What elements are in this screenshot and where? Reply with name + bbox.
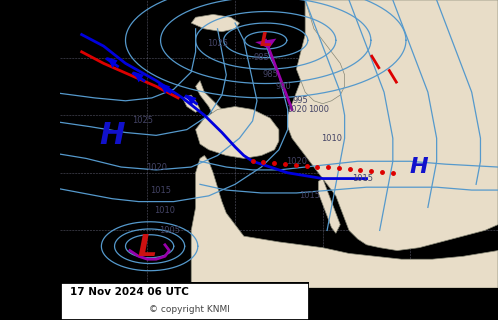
Polygon shape — [196, 107, 279, 158]
Polygon shape — [107, 57, 118, 68]
Text: 995: 995 — [293, 96, 309, 105]
Text: L: L — [259, 31, 272, 50]
Polygon shape — [288, 0, 498, 251]
Text: 985: 985 — [262, 70, 278, 79]
Text: 1020: 1020 — [146, 163, 167, 172]
Text: 1010: 1010 — [154, 206, 175, 215]
FancyBboxPatch shape — [60, 282, 309, 320]
Text: 1015: 1015 — [352, 174, 373, 183]
Text: © copyright KNMI: © copyright KNMI — [149, 305, 230, 314]
Polygon shape — [296, 0, 345, 104]
Text: 1025: 1025 — [207, 39, 228, 48]
Text: H: H — [410, 157, 428, 177]
Polygon shape — [196, 81, 235, 138]
Text: 1010: 1010 — [321, 134, 342, 143]
Text: 1005: 1005 — [159, 226, 180, 235]
Text: 17 Nov 2024 06 UTC: 17 Nov 2024 06 UTC — [70, 287, 189, 297]
Text: 1020: 1020 — [286, 157, 307, 166]
Text: 1000: 1000 — [308, 105, 329, 114]
Text: 1025: 1025 — [132, 116, 153, 125]
Text: 1015: 1015 — [150, 186, 171, 195]
Text: 990: 990 — [275, 82, 291, 91]
Text: 1020: 1020 — [286, 105, 307, 114]
Polygon shape — [133, 71, 144, 82]
Polygon shape — [182, 95, 200, 112]
Text: 1015: 1015 — [299, 191, 320, 200]
Text: L: L — [138, 233, 157, 262]
Polygon shape — [191, 156, 498, 288]
Polygon shape — [160, 83, 170, 94]
Text: H: H — [100, 121, 125, 150]
Polygon shape — [318, 179, 340, 233]
Text: 985: 985 — [253, 53, 269, 62]
Polygon shape — [255, 39, 276, 49]
Polygon shape — [191, 14, 240, 32]
Polygon shape — [186, 94, 197, 105]
